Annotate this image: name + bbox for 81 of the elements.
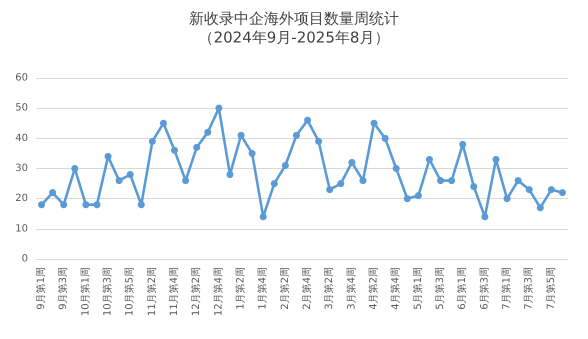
x-tick-label: 1月第2周 xyxy=(234,267,247,310)
point xyxy=(337,180,344,188)
point xyxy=(481,213,488,220)
point xyxy=(204,128,212,136)
x-tick-label: 11月第4周 xyxy=(168,267,180,316)
point xyxy=(171,146,178,154)
point xyxy=(536,204,544,212)
x-tick-label: 4月第4周 xyxy=(390,267,402,310)
x-tick-label: 7月第1周 xyxy=(500,267,513,310)
point xyxy=(282,162,289,169)
point xyxy=(459,140,466,148)
point xyxy=(238,132,245,139)
point xyxy=(382,134,389,142)
x-tick-label: 10月第5周 xyxy=(124,267,136,316)
x-tick-label: 5月第3周 xyxy=(434,267,446,310)
x-tick-label: 6月第3周 xyxy=(478,267,490,310)
point xyxy=(104,152,112,160)
x-tick-label: 2月第4周 xyxy=(301,267,314,310)
x-tick-label: 3月第4周 xyxy=(345,267,358,310)
point xyxy=(414,192,422,200)
point xyxy=(148,138,156,145)
point xyxy=(49,189,56,196)
y-tick-label: 10 xyxy=(15,223,28,234)
point xyxy=(116,177,123,184)
x-tick-label: 11月第2周 xyxy=(146,267,158,316)
point xyxy=(193,144,200,151)
point xyxy=(260,213,267,220)
point xyxy=(160,120,167,127)
point xyxy=(215,104,222,112)
point xyxy=(71,165,78,172)
x-tick-label: 12月第4周 xyxy=(212,267,224,316)
point xyxy=(138,201,145,208)
point xyxy=(437,177,444,184)
chart-title: 新收录中企海外项目数量周统计 xyxy=(189,10,399,28)
point xyxy=(359,177,366,184)
point xyxy=(404,195,411,202)
x-tick-label: 10月第3周 xyxy=(102,267,114,316)
point xyxy=(270,180,278,188)
y-tick-label: 60 xyxy=(15,72,28,84)
point xyxy=(470,183,478,190)
point xyxy=(248,150,256,157)
x-tick-label: 1月第4周 xyxy=(256,267,269,310)
point xyxy=(304,116,312,124)
point xyxy=(448,177,456,184)
point xyxy=(392,165,400,172)
point xyxy=(426,156,433,163)
chart-subtitle: （2024年9月-2025年8月） xyxy=(198,28,390,46)
x-tick-label: 10月第1周 xyxy=(79,267,92,316)
y-tick-label: 40 xyxy=(15,132,28,144)
point xyxy=(526,186,533,194)
point xyxy=(492,156,500,163)
point xyxy=(226,171,234,178)
y-tick-label: 30 xyxy=(15,163,28,174)
x-tick-label: 6月第1周 xyxy=(456,267,468,310)
point xyxy=(315,138,322,145)
point xyxy=(348,158,356,166)
x-tick-label: 12月第2周 xyxy=(190,267,202,316)
point xyxy=(504,195,511,202)
point xyxy=(60,201,68,208)
x-tick-label: 5月第1周 xyxy=(412,267,424,310)
point xyxy=(292,132,300,139)
point xyxy=(82,201,90,208)
point xyxy=(548,186,555,194)
point xyxy=(126,171,134,178)
x-tick-label: 2月第2周 xyxy=(278,267,291,310)
point xyxy=(38,201,46,208)
point xyxy=(370,120,378,127)
x-tick-label: 3月第2周 xyxy=(323,267,336,310)
point xyxy=(326,186,334,194)
point xyxy=(514,177,522,184)
y-tick-label: 50 xyxy=(15,102,28,114)
x-tick-label: 7月第3周 xyxy=(522,267,535,310)
point xyxy=(558,189,566,196)
x-tick-label: 9月第1周 xyxy=(35,267,48,310)
y-tick-label: 20 xyxy=(15,193,28,204)
x-tick-label: 4月第2周 xyxy=(368,267,380,310)
x-tick-label: 9月第3周 xyxy=(57,267,70,310)
x-tick-label: 7月第5周 xyxy=(544,267,557,310)
y-tick-label: 0 xyxy=(22,254,28,264)
point xyxy=(182,177,190,184)
point xyxy=(93,201,100,208)
